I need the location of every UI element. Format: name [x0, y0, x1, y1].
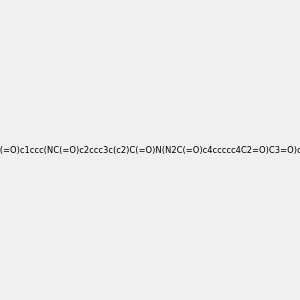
Text: CC(=O)c1ccc(NC(=O)c2ccc3c(c2)C(=O)N(N2C(=O)c4ccccc4C2=O)C3=O)cc1: CC(=O)c1ccc(NC(=O)c2ccc3c(c2)C(=O)N(N2C(… — [0, 146, 300, 154]
